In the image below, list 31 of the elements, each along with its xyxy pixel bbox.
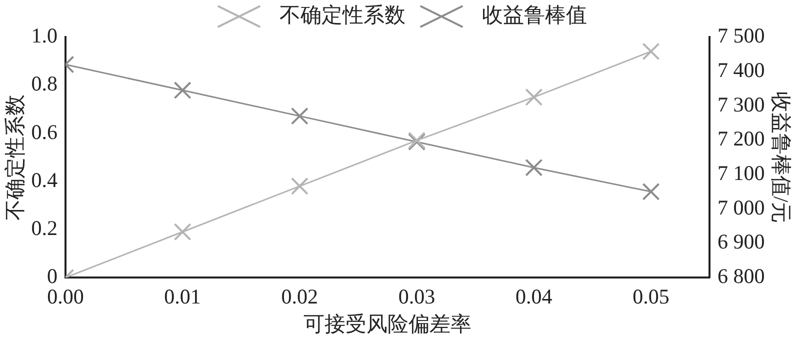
y2-tick-label: 7 000 <box>718 195 765 220</box>
point <box>525 158 543 176</box>
x-tick-label: 0.04 <box>516 284 553 309</box>
point <box>642 42 660 60</box>
y-tick-label: 1.0 <box>31 24 58 48</box>
point <box>290 177 308 195</box>
y-tick-label: 0.4 <box>31 168 58 192</box>
point <box>174 82 192 100</box>
y2-axis-title: 收益鲁棒值/元 <box>768 91 793 224</box>
y2-tick-label: 7 400 <box>718 58 765 82</box>
y2-tick-label: 7 100 <box>718 161 765 185</box>
x-axis-title: 可接受风险偏差率 <box>304 312 472 336</box>
y2-tick-label: 7 200 <box>718 126 765 151</box>
point <box>174 223 192 241</box>
x-tick-label: 0.02 <box>281 284 318 309</box>
legend-label: 不确定性系数 <box>280 3 406 28</box>
x-tick-label: 0.01 <box>164 284 201 309</box>
y2-tick-label: 7 500 <box>718 24 765 48</box>
y2-tick-label: 6 800 <box>718 264 765 288</box>
point <box>290 107 308 125</box>
point <box>642 182 660 200</box>
x-tick-label: 0.03 <box>398 284 436 309</box>
y2-tick-label: 7 300 <box>718 92 765 116</box>
y-axis-title: 不确定性系数 <box>3 94 28 220</box>
y-tick-label: 0.2 <box>31 216 58 240</box>
y-tick-label: 0.8 <box>31 72 58 96</box>
y2-tick-label: 6 900 <box>718 230 765 254</box>
y-tick-label: 0.6 <box>31 120 58 144</box>
x-tick-label: 0.05 <box>632 284 670 309</box>
legend-label: 收益鲁棒值 <box>482 3 587 28</box>
point <box>525 88 543 106</box>
